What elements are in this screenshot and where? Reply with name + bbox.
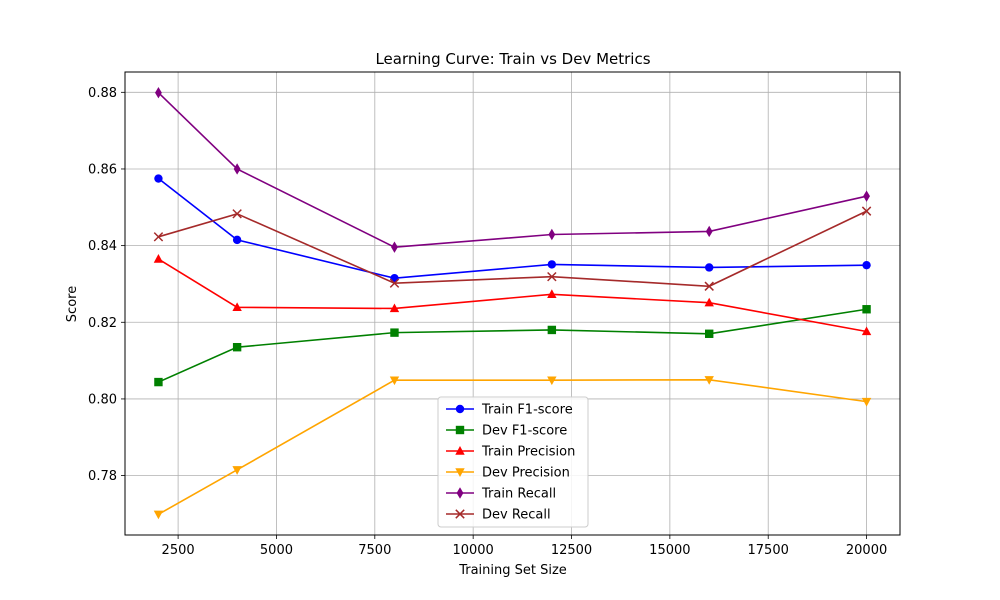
series-dev-recall <box>153 206 872 291</box>
legend-label: Train Recall <box>481 487 556 502</box>
data-point-train-recall <box>233 163 241 175</box>
legend-entry-train-f1-score: Train F1-score <box>446 403 573 418</box>
data-point-train-precision <box>547 289 557 299</box>
data-point-train-precision <box>389 303 400 313</box>
y-tick-label: 0.88 <box>88 86 117 101</box>
marker-x-stroke <box>704 281 714 291</box>
data-point-dev-recall <box>153 232 164 242</box>
data-point-dev-precision <box>232 466 242 475</box>
data-point-dev-recall <box>861 206 872 216</box>
legend-marker <box>455 404 465 414</box>
marker-x-stroke <box>861 206 872 216</box>
legend-entry-train-recall: Train Recall <box>446 487 556 502</box>
data-point-train-f1-score <box>547 260 557 269</box>
data-point-dev-recall <box>389 278 400 288</box>
data-point-train-f1-score <box>862 260 871 270</box>
x-axis-label: Training Set Size <box>458 563 567 578</box>
marker-x-stroke <box>389 278 400 288</box>
x-tick-label: 15000 <box>649 543 690 558</box>
y-tick-label: 0.84 <box>88 239 117 254</box>
legend-label: Dev Recall <box>482 508 551 523</box>
legend-marker <box>456 487 464 499</box>
series-line-dev-precision <box>158 378 867 515</box>
axis-ticks: 2500 5000 7500 10000 12500 15000 17500 20000 0.7… <box>88 86 887 558</box>
data-point-train-recall <box>155 86 162 99</box>
series-line-train-precision <box>158 258 867 333</box>
data-point-train-f1-score <box>232 235 242 245</box>
legend-entry-dev-f1-score: Dev F1-score <box>446 424 567 439</box>
legend: Train F1-score Dev F1-score Train Precisio… <box>437 396 589 528</box>
series-line-train-recall <box>157 92 867 248</box>
legend-marker <box>455 468 465 477</box>
legend-label: Dev F1-score <box>482 424 567 439</box>
y-tick-label: 0.80 <box>88 392 117 407</box>
data-point-dev-recall <box>704 281 714 291</box>
data-point-train-recall <box>705 225 713 238</box>
data-point-dev-f1-score <box>390 328 399 337</box>
y-tick-label: 0.86 <box>88 162 117 177</box>
x-tick-label: 17500 <box>748 543 789 558</box>
y-axis-label: Score <box>65 286 80 322</box>
data-point-dev-recall <box>547 271 557 282</box>
data-point-dev-precision <box>704 376 714 385</box>
data-point-train-precision <box>232 302 242 312</box>
data-point-dev-f1-score <box>705 329 714 338</box>
plot-area-frame <box>124 71 901 536</box>
legend-entry-dev-precision: Dev Precision <box>446 466 570 481</box>
chart-title: Learning Curve: Train vs Dev Metrics <box>375 50 650 68</box>
series-line-dev-f1-score <box>158 308 867 383</box>
data-point-train-f1-score <box>705 263 714 272</box>
legend-marker <box>455 509 465 519</box>
data-point-dev-recall <box>232 209 242 219</box>
data-point-dev-f1-score <box>232 342 242 352</box>
series-train-recall <box>155 86 870 253</box>
data-point-dev-f1-score <box>547 325 557 335</box>
x-tick-label: 5000 <box>260 543 293 558</box>
data-point-dev-precision <box>547 376 557 386</box>
marker-x-stroke <box>232 209 242 219</box>
y-tick-label: 0.78 <box>88 469 117 484</box>
data-point-dev-precision <box>153 510 164 520</box>
grid-lines <box>125 72 900 535</box>
series-dev-f1-score <box>154 305 871 387</box>
marker-x-stroke <box>547 271 557 282</box>
legend-label: Train F1-score <box>481 403 573 418</box>
data-point-dev-f1-score <box>862 305 871 314</box>
series-line-dev-recall <box>158 210 867 288</box>
data-point-train-precision <box>153 254 164 263</box>
y-tick-label: 0.82 <box>88 316 117 331</box>
x-tick-label: 7500 <box>358 543 391 558</box>
data-point-train-f1-score <box>154 174 163 183</box>
legend-box <box>437 396 589 528</box>
marker-x-stroke <box>455 509 465 519</box>
marker-x-stroke <box>153 232 164 242</box>
legend-marker <box>455 446 465 455</box>
series-train-precision <box>153 254 872 336</box>
data-point-dev-precision <box>389 376 400 386</box>
series-lines <box>153 86 872 520</box>
legend-entry-train-precision: Train Precision <box>446 445 575 460</box>
x-tick-label: 20000 <box>846 543 887 558</box>
data-point-train-recall <box>863 190 870 202</box>
data-point-train-precision <box>704 297 714 307</box>
data-point-train-recall <box>391 241 398 253</box>
legend-marker <box>455 425 465 435</box>
data-point-dev-f1-score <box>154 377 163 387</box>
series-line-train-f1-score <box>157 177 867 280</box>
series-dev-precision <box>153 376 872 520</box>
legend-label: Dev Precision <box>482 466 570 481</box>
series-train-f1-score <box>154 174 871 283</box>
x-tick-label: 2500 <box>162 543 195 558</box>
data-point-train-precision <box>861 326 872 336</box>
x-tick-label: 12500 <box>551 543 592 558</box>
legend-entry-dev-recall: Dev Recall <box>446 508 551 523</box>
data-point-dev-precision <box>861 397 872 407</box>
data-point-train-recall <box>548 228 556 241</box>
legend-label: Train Precision <box>481 445 575 460</box>
x-tick-label: 10000 <box>452 543 493 558</box>
